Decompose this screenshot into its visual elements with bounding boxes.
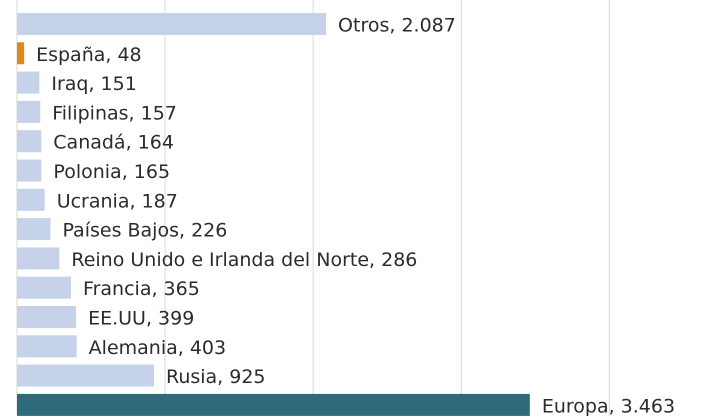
- bar: [17, 364, 154, 387]
- bar: [17, 13, 327, 35]
- bar: [17, 218, 51, 241]
- bar: [17, 130, 42, 153]
- data-label: Canadá, 164: [53, 132, 174, 154]
- bar: [17, 159, 42, 182]
- data-label: España, 48: [36, 44, 142, 66]
- bar: [17, 306, 77, 328]
- bar: [17, 247, 60, 270]
- data-label: Iraq, 151: [51, 73, 136, 95]
- bar: [17, 71, 40, 94]
- data-label: Francia, 365: [83, 278, 200, 300]
- data-label: Rusia, 925: [166, 366, 266, 388]
- data-label: Alemania, 403: [89, 337, 226, 359]
- bar: [17, 393, 530, 416]
- data-label: Otros, 2.087: [338, 15, 456, 37]
- data-label: Europa, 3.463: [542, 395, 675, 416]
- bar: [17, 42, 25, 65]
- data-label: Filipinas, 157: [52, 102, 177, 124]
- bar: [17, 335, 77, 358]
- data-label: Polonia, 165: [53, 161, 170, 183]
- bar: [17, 100, 41, 123]
- data-label: Ucrania, 187: [57, 190, 178, 212]
- bar: [17, 188, 45, 211]
- data-label: EE.UU, 399: [88, 308, 194, 330]
- data-label: Países Bajos, 226: [62, 220, 227, 242]
- bar: [17, 276, 72, 299]
- data-label: Reino Unido e Irlanda del Norte, 286: [71, 249, 417, 271]
